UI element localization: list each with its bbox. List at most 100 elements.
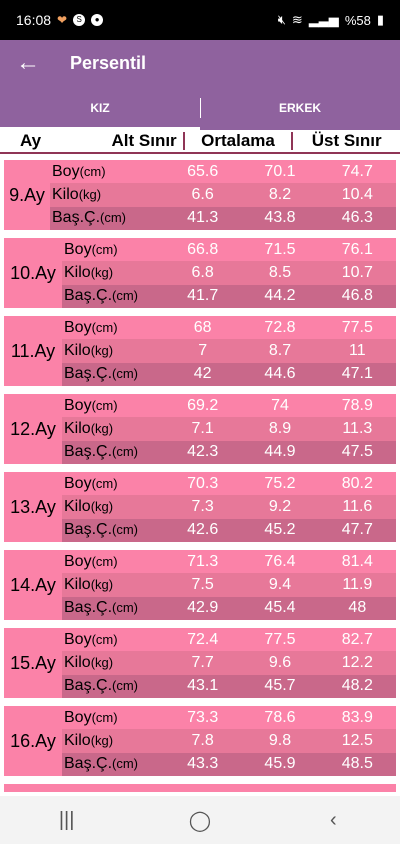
tab-erkek[interactable]: ERKEK <box>278 101 321 115</box>
header-alt: Alt Sınır <box>111 131 177 150</box>
percentile-list[interactable]: 9.Ay Boy(cm) 65.6 70.1 74.7 Kilo(kg) 6.6… <box>0 154 400 792</box>
month-label: 12.Ay <box>4 394 62 464</box>
kilo-ust: 12.5 <box>341 731 373 749</box>
signal-icon: ▂▃▅ <box>308 12 339 27</box>
bas-orta: 45.4 <box>264 599 296 617</box>
bas-row: Baş.Ç.(cm) 42.9 45.4 48 <box>62 596 396 620</box>
kilo-unit: (kg) <box>90 342 114 358</box>
home-icon[interactable]: ◯ <box>188 809 212 832</box>
boy-unit: (cm) <box>91 553 118 569</box>
boy-unit: (cm) <box>91 397 118 413</box>
kilo-orta: 8.9 <box>268 419 292 437</box>
boy-alt: 73.3 <box>187 708 219 726</box>
kilo-orta: 8.2 <box>268 185 292 203</box>
kilo-label: Kilo <box>64 575 91 593</box>
boy-row: Boy(cm) 72.4 77.5 82.7 <box>62 628 396 652</box>
kilo-unit: (kg) <box>78 186 102 202</box>
back-icon[interactable]: ‹ <box>329 808 337 831</box>
month-block: 15.Ay Boy(cm) 72.4 77.5 82.7 Kilo(kg) 7.… <box>4 628 396 698</box>
month-label: 14.Ay <box>4 550 62 620</box>
boy-orta: 76.4 <box>264 552 296 570</box>
boy-label: Boy <box>64 552 92 570</box>
bas-orta: 43.8 <box>264 209 296 227</box>
boy-alt: 68 <box>193 318 212 336</box>
bas-unit: (cm) <box>112 600 139 616</box>
boy-ust: 81.4 <box>341 552 373 570</box>
month-label: 9.Ay <box>4 160 50 230</box>
kilo-row: Kilo(kg) 7 8.7 11 <box>62 339 396 363</box>
bas-label: Baş.Ç. <box>64 677 113 695</box>
kilo-alt: 7.8 <box>191 731 214 749</box>
kilo-label: Kilo <box>64 497 91 515</box>
kilo-label: Kilo <box>64 419 91 437</box>
bas-ust: 47.5 <box>341 443 373 461</box>
kilo-label: Kilo <box>64 341 91 359</box>
boy-unit: (cm) <box>91 475 118 491</box>
boy-ust: 74.7 <box>341 162 373 180</box>
app-bar: ← Persentil <box>0 40 400 86</box>
bas-ust: 48.2 <box>341 677 373 695</box>
bas-unit: (cm) <box>112 756 139 772</box>
bas-label: Baş.Ç. <box>64 365 113 383</box>
bas-row: Baş.Ç.(cm) 42.3 44.9 47.5 <box>62 440 396 464</box>
boy-alt: 65.6 <box>187 162 219 180</box>
boy-orta: 72.8 <box>264 318 296 336</box>
boy-row: Boy(cm) 71.3 76.4 81.4 <box>62 550 396 574</box>
header-ay: Ay <box>20 131 42 150</box>
boy-label: Boy <box>64 318 92 336</box>
boy-row: Boy(cm) 69.2 74 78.9 <box>62 394 396 418</box>
bas-alt: 43.1 <box>187 677 219 695</box>
status-bar: 16:08 ❤ S ● 🔇︎ ≋ ▂▃▅ %58 ▮ <box>0 0 400 40</box>
kilo-unit: (kg) <box>90 576 114 592</box>
bas-alt: 42.6 <box>187 521 219 539</box>
boy-label: Boy <box>64 240 92 258</box>
boy-ust: 76.1 <box>341 240 373 258</box>
bas-label: Baş.Ç. <box>52 209 101 227</box>
bas-row: Baş.Ç.(cm) 42.6 45.2 47.7 <box>62 518 396 542</box>
boy-row: Boy(cm) 66.8 71.5 76.1 <box>62 238 396 262</box>
boy-ust: 77.5 <box>341 318 373 336</box>
tab-kiz[interactable]: KIZ <box>0 86 200 130</box>
bas-ust: 46.8 <box>341 287 373 305</box>
kilo-ust: 11.3 <box>342 419 373 437</box>
bas-label: Baş.Ç. <box>64 755 113 773</box>
kilo-unit: (kg) <box>90 498 114 514</box>
boy-alt: 69.2 <box>187 396 219 414</box>
bas-alt: 42 <box>193 365 212 383</box>
kilo-unit: (kg) <box>90 420 114 436</box>
kilo-alt: 6.6 <box>191 185 214 203</box>
bas-orta: 44.6 <box>264 365 296 383</box>
bas-alt: 42.3 <box>187 443 219 461</box>
battery-icon: ▮ <box>376 12 384 27</box>
kilo-alt: 7 <box>198 341 208 359</box>
bas-unit: (cm) <box>112 288 139 304</box>
bas-label: Baş.Ç. <box>64 521 113 539</box>
boy-row: Boy(cm) 73.3 78.6 83.9 <box>62 706 396 730</box>
kilo-alt: 7.5 <box>191 575 214 593</box>
kilo-row: Kilo(kg) 7.3 9.2 11.6 <box>62 495 396 519</box>
bas-alt: 41.7 <box>187 287 219 305</box>
tab-divider <box>200 98 201 118</box>
month-label: 10.Ay <box>4 238 62 308</box>
kilo-label: Kilo <box>64 263 91 281</box>
recent-apps-icon[interactable]: ||| <box>58 808 75 831</box>
back-arrow-icon[interactable]: ← <box>16 49 40 76</box>
kilo-unit: (kg) <box>90 654 114 670</box>
month-block: 16.Ay Boy(cm) 73.3 78.6 83.9 Kilo(kg) 7.… <box>4 706 396 776</box>
bas-unit: (cm) <box>100 210 127 226</box>
kilo-ust: 10.4 <box>341 185 373 203</box>
bas-orta: 45.9 <box>264 755 296 773</box>
table-header: Ay Alt Sınır Ortalama Üst Sınır <box>0 130 400 154</box>
kilo-alt: 7.3 <box>191 497 214 515</box>
boy-alt: 66.8 <box>187 240 219 258</box>
bas-unit: (cm) <box>112 366 139 382</box>
heart-icon: ❤ <box>57 13 68 27</box>
kilo-row: Kilo(kg) 7.5 9.4 11.9 <box>62 573 396 597</box>
bas-orta: 44.9 <box>264 443 296 461</box>
month-block: 13.Ay Boy(cm) 70.3 75.2 80.2 Kilo(kg) 7.… <box>4 472 396 542</box>
partial-month-block <box>4 784 396 792</box>
bas-orta: 44.2 <box>264 287 296 305</box>
page-title: Persentil <box>70 52 147 73</box>
bas-row: Baş.Ç.(cm) 42 44.6 47.1 <box>62 362 396 386</box>
month-block: 14.Ay Boy(cm) 71.3 76.4 81.4 Kilo(kg) 7.… <box>4 550 396 620</box>
